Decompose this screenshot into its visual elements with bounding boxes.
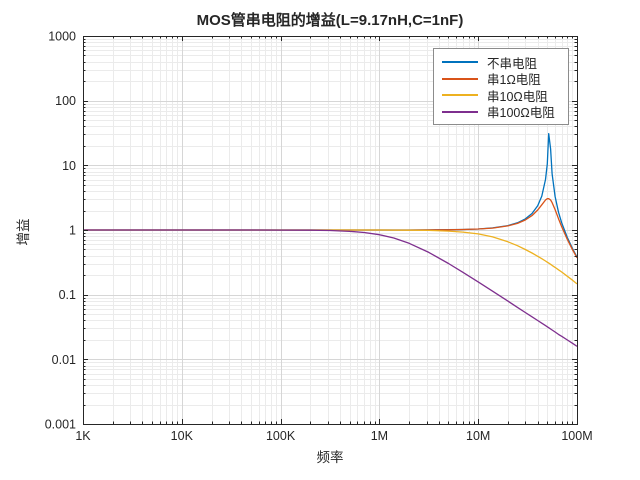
y-tick-label: 10	[62, 159, 76, 173]
x-tick-label: 1K	[75, 429, 91, 443]
y-tick-label: 1000	[48, 30, 76, 44]
series-line-1	[83, 197, 578, 259]
y-tick-label: 100	[55, 94, 76, 108]
legend-item: 不串电阻	[442, 54, 568, 71]
legend-item: 串1Ω电阻	[442, 71, 568, 88]
y-tick-label: 0.001	[45, 418, 76, 432]
tick-labels: 1K 10K 100K 1M 10M 100M 1000 100 10 1 0.1 0.01 0.001	[45, 30, 593, 444]
x-tick-label: 10K	[171, 429, 194, 443]
x-tick-label: 10M	[466, 429, 490, 443]
y-tick-label: 0.01	[52, 353, 76, 367]
y-tick-label: 0.1	[59, 288, 76, 302]
x-tick-label: 1M	[371, 429, 388, 443]
x-axis-label: 频率	[316, 450, 344, 465]
legend-line-sample-100ohm	[442, 110, 478, 113]
x-tick-label: 100M	[561, 429, 592, 443]
legend-label: 串10Ω电阻	[487, 89, 548, 104]
x-tick-label: 100K	[266, 429, 296, 443]
legend-label: 串1Ω电阻	[487, 73, 541, 88]
legend: 不串电阻 串1Ω电阻 串10Ω电阻 串100Ω电阻	[433, 48, 569, 125]
legend-label: 串100Ω电阻	[487, 106, 555, 121]
legend-line-sample-no-resistor	[442, 61, 478, 64]
legend-label: 不串电阻	[487, 56, 538, 71]
series-line-3	[83, 229, 578, 347]
y-tick-label: 1	[69, 224, 76, 238]
series-line-0	[83, 132, 578, 258]
chart-title: MOS管串电阻的增益(L=9.17nH,C=1nF)	[196, 12, 464, 29]
legend-line-sample-10ohm	[442, 94, 478, 97]
axis-ticks	[83, 36, 578, 425]
legend-line-sample-1ohm	[442, 77, 478, 80]
legend-item: 串100Ω电阻	[442, 104, 568, 121]
y-axis-label: 增益	[16, 218, 31, 246]
legend-item: 串10Ω电阻	[442, 87, 568, 104]
series-lines	[83, 132, 578, 347]
